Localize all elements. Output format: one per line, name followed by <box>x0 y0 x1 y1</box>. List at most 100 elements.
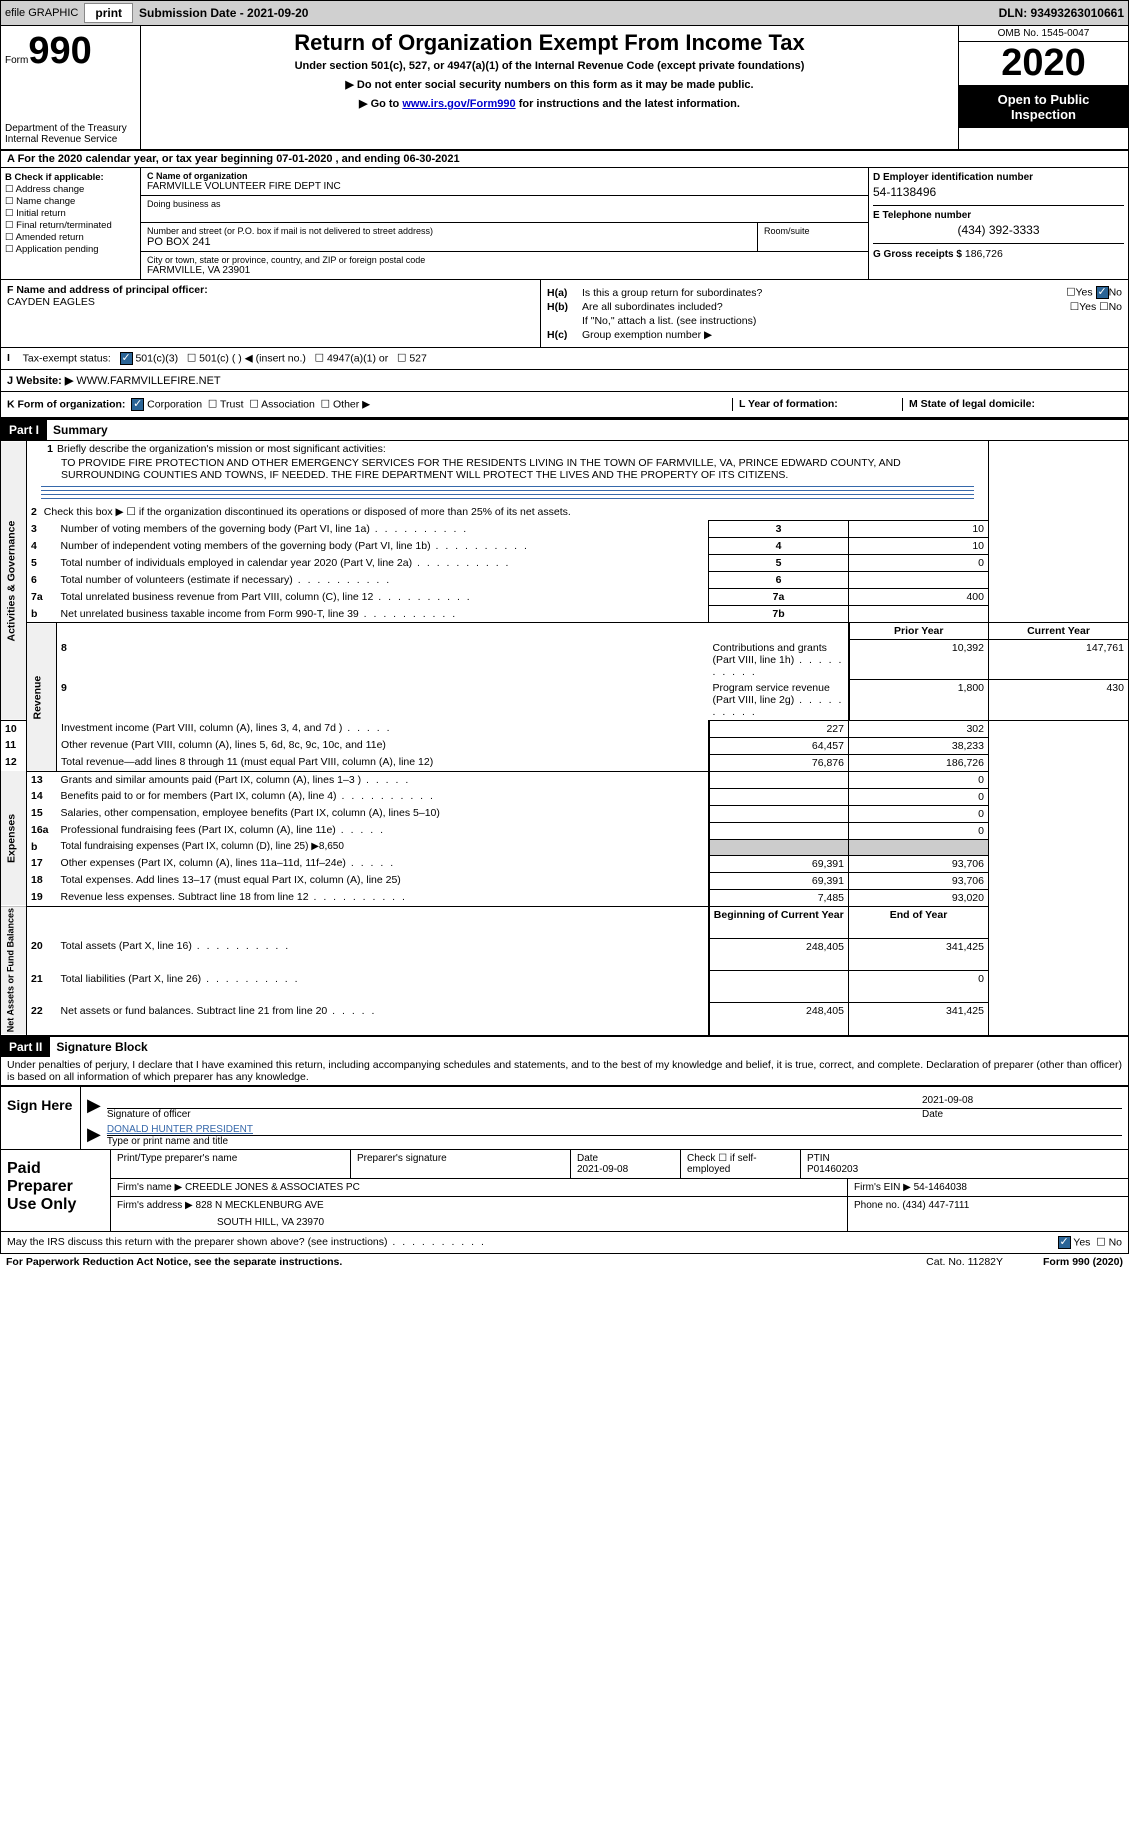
corp-check[interactable]: ✓ <box>131 398 144 411</box>
firm-addr-label: Firm's address ▶ <box>117 1200 193 1211</box>
irs-link[interactable]: www.irs.gov/Form990 <box>402 98 515 110</box>
prep-date-label: Date <box>577 1153 598 1164</box>
prep-row-3: Firm's address ▶ 828 N MECKLENBURG AVE S… <box>111 1197 1128 1231</box>
curr: 93,020 <box>849 889 989 906</box>
bottom-line: For Paperwork Reduction Act Notice, see … <box>0 1254 1129 1270</box>
mission: TO PROVIDE FIRE PROTECTION AND OTHER EME… <box>31 455 984 483</box>
address-row: Number and street (or P.O. box if mail i… <box>141 223 868 252</box>
curr: 341,425 <box>849 938 989 970</box>
desc: Grants and similar amounts paid (Part IX… <box>57 771 709 788</box>
addr-label: Number and street (or P.O. box if mail i… <box>147 226 751 236</box>
ln: 9 <box>61 682 71 694</box>
box: 6 <box>709 572 849 589</box>
line-2: 2 Check this box ▶ ☐ if the organization… <box>1 504 1129 521</box>
prior <box>709 805 849 822</box>
k-label: K Form of organization: <box>7 398 125 410</box>
curr: 93,706 <box>849 855 989 872</box>
city: FARMVILLE, VA 23901 <box>147 265 862 276</box>
prep-date-cell: Date 2021-09-08 <box>571 1150 681 1178</box>
ln: 22 <box>31 1005 47 1017</box>
ha-text: Is this a group return for subordinates? <box>582 287 1066 299</box>
val: 0 <box>849 555 989 572</box>
prior: 69,391 <box>709 872 849 889</box>
form-prefix: Form <box>5 55 28 66</box>
side-revenue: Revenue <box>27 623 57 772</box>
section-d: D Employer identification number 54-1138… <box>868 168 1128 279</box>
ln: 3 <box>31 523 41 535</box>
discuss-yes-check[interactable]: ✓ <box>1058 1236 1071 1249</box>
ptin-cell: PTIN P01460203 <box>801 1150 1128 1178</box>
sig-officer-label: Signature of officer <box>107 1109 922 1120</box>
website: WWW.FARMVILLEFIRE.NET <box>76 375 220 387</box>
prior: 64,457 <box>709 737 849 754</box>
501c3-check[interactable]: ✓ <box>120 352 133 365</box>
box: 4 <box>709 538 849 555</box>
line-9: 9 Program service revenue (Part VIII, li… <box>1 680 1129 721</box>
line-7b: b Net unrelated business taxable income … <box>1 606 1129 623</box>
curr: 93,706 <box>849 872 989 889</box>
ha-no-check[interactable]: ✓ <box>1096 286 1109 299</box>
sign-fields: ▶ 2021-09-08 Signature of officer Date ▶… <box>81 1087 1128 1149</box>
ha-yesno: ☐Yes ✓No <box>1066 286 1122 299</box>
net-header: Net Assets or Fund Balances Beginning of… <box>1 906 1129 938</box>
prior-year-hdr: Prior Year <box>849 623 989 640</box>
ln: 19 <box>31 891 47 903</box>
ln: 7a <box>31 591 47 603</box>
line-17: 17 Other expenses (Part IX, column (A), … <box>1 855 1129 872</box>
info-grid: B Check if applicable: ☐ Address change … <box>0 168 1129 280</box>
desc: Revenue less expenses. Subtract line 18 … <box>57 889 709 906</box>
prep-date: 2021-09-08 <box>577 1164 628 1175</box>
paid-preparer-section: Paid Preparer Use Only Print/Type prepar… <box>0 1150 1129 1232</box>
line-14: 14 Benefits paid to or for members (Part… <box>1 788 1129 805</box>
curr: 430 <box>989 680 1129 721</box>
firm-addr-cell: Firm's address ▶ 828 N MECKLENBURG AVE S… <box>111 1197 848 1231</box>
ptin-label: PTIN <box>807 1153 830 1164</box>
line-19: 19 Revenue less expenses. Subtract line … <box>1 889 1129 906</box>
line-16a: 16a Professional fundraising fees (Part … <box>1 822 1129 839</box>
lower-info: F Name and address of principal officer:… <box>0 280 1129 348</box>
penalty-text: Under penalties of perjury, I declare th… <box>1 1057 1128 1085</box>
curr: 0 <box>849 971 989 1003</box>
chk-initial[interactable]: ☐ Initial return <box>5 208 136 219</box>
chk-address[interactable]: ☐ Address change <box>5 184 136 195</box>
prior: 10,392 <box>849 640 989 680</box>
line-5: 5 Total number of individuals employed i… <box>1 555 1129 572</box>
desc: Benefits paid to or for members (Part IX… <box>57 788 709 805</box>
chk-amended[interactable]: ☐ Amended return <box>5 232 136 243</box>
prior: 248,405 <box>709 1003 849 1035</box>
phone-label: E Telephone number <box>873 210 1124 221</box>
j-label: J Website: ▶ <box>7 375 73 387</box>
prep-row-2: Firm's name ▶ CREEDLE JONES & ASSOCIATES… <box>111 1179 1128 1197</box>
section-l: L Year of formation: <box>732 398 902 411</box>
desc: Number of independent voting members of … <box>57 538 709 555</box>
line-13: Expenses 13 Grants and similar amounts p… <box>1 771 1129 788</box>
instruction-2: ▶ Go to www.irs.gov/Form990 for instruct… <box>151 97 948 110</box>
sign-here-section: Sign Here ▶ 2021-09-08 Signature of offi… <box>0 1085 1129 1150</box>
section-i: I Tax-exempt status: ✓ 501(c)(3) ☐ 501(c… <box>0 348 1129 370</box>
i-label: I <box>7 352 10 364</box>
chk-name[interactable]: ☐ Name change <box>5 196 136 207</box>
chk-final[interactable]: ☐ Final return/terminated <box>5 220 136 231</box>
box: 5 <box>709 555 849 572</box>
opt-527: 527 <box>409 352 427 364</box>
ptin: P01460203 <box>807 1164 858 1175</box>
chk-pending[interactable]: ☐ Application pending <box>5 244 136 255</box>
prior <box>709 971 849 1003</box>
firm-city: SOUTH HILL, VA 23970 <box>217 1217 841 1228</box>
h-b-row: H(b) Are all subordinates included? ☐Yes… <box>547 301 1122 313</box>
m-label: M State of legal domicile: <box>909 398 1035 410</box>
year-cell: OMB No. 1545-0047 2020 Open to Public In… <box>958 26 1128 149</box>
val: 10 <box>849 521 989 538</box>
efile-label: efile GRAPHIC <box>5 7 78 19</box>
summary-table: Activities & Governance 1 Briefly descri… <box>0 440 1129 1036</box>
print-button[interactable]: print <box>84 3 133 23</box>
ein-label: D Employer identification number <box>873 172 1124 183</box>
val: 10 <box>849 538 989 555</box>
room-cell: Room/suite <box>758 223 868 251</box>
ln: b <box>31 841 41 853</box>
sign-here-label: Sign Here <box>1 1087 81 1149</box>
line-15: 15 Salaries, other compensation, employe… <box>1 805 1129 822</box>
subtitle: Under section 501(c), 527, or 4947(a)(1)… <box>151 60 948 72</box>
desc: Contributions and grants (Part VIII, lin… <box>709 640 849 680</box>
cat-no: Cat. No. 11282Y <box>926 1256 1003 1268</box>
